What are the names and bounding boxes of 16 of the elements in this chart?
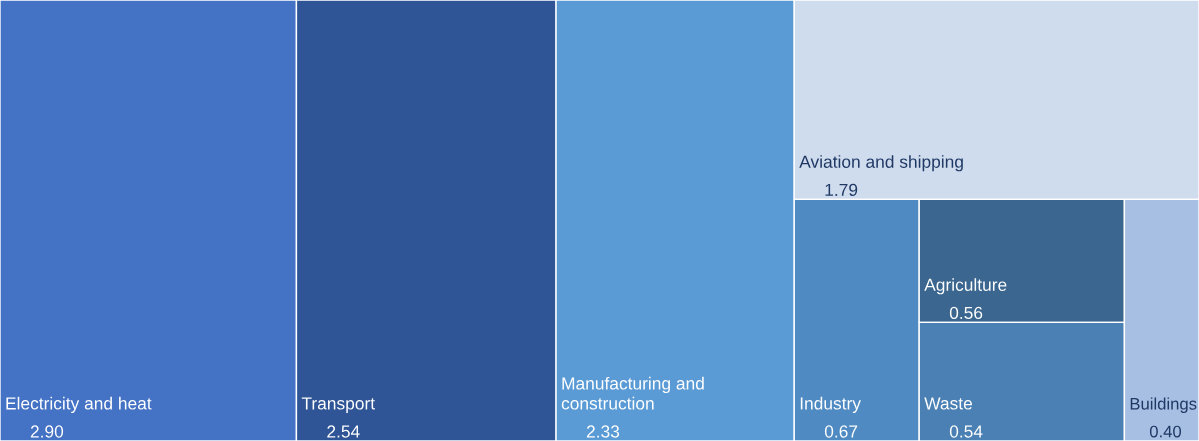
category-label: Buildings [1130,397,1197,413]
category-label: Aviation and shipping [799,155,963,172]
data-label: 0.56 [949,306,983,320]
data-label: 0.54 [949,425,983,438]
category-label: Industry [800,396,861,413]
category-label: Waste [924,397,972,410]
data-label: 2.54 [327,425,360,438]
data-label: 2.33 [586,425,620,438]
data-label: 0.40 [1149,425,1182,438]
data-label: 0.67 [824,425,858,438]
data-label: 1.79 [825,183,858,196]
category-label: Manufacturing and construction [561,376,704,410]
category-label: Transport [301,397,375,413]
category-label: Electricity and heat [6,396,152,413]
category-label: Agriculture [924,278,1007,295]
data-label: 2.90 [30,425,64,438]
